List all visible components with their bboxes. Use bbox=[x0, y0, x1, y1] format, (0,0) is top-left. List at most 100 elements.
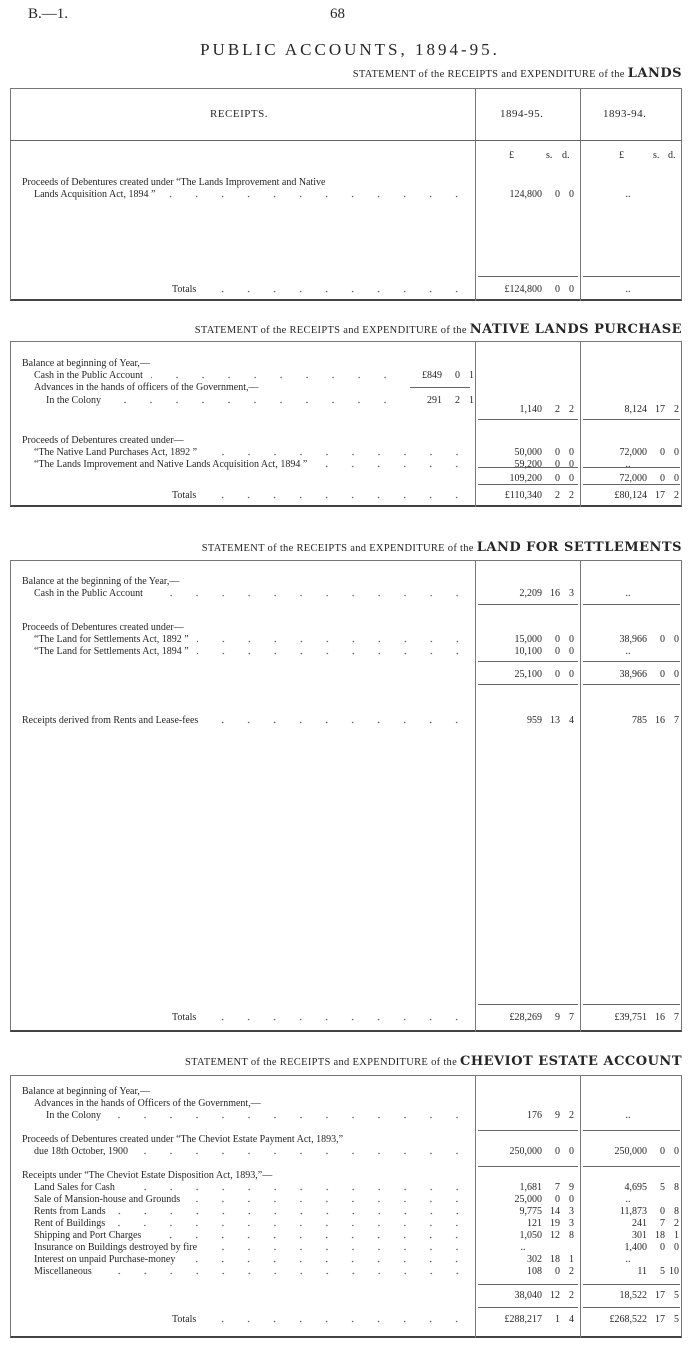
row-label: due 18th October, 1900 bbox=[34, 1146, 129, 1157]
pounds: £124,800 bbox=[504, 284, 543, 295]
pounds: 291 bbox=[427, 395, 442, 406]
statement-table bbox=[10, 560, 682, 1032]
table-row-label: Receipts under “The Cheviot Estate Dispo… bbox=[22, 1170, 470, 1181]
table-row-label: Proceeds of Debentures created under “Th… bbox=[22, 177, 470, 188]
amount-1894-95: 1,681 7 9 bbox=[472, 1182, 575, 1193]
table-row-label: Land Sales for Cash bbox=[34, 1182, 470, 1193]
row-label: “The Land for Settlements Act, 1894 ” bbox=[34, 646, 189, 657]
pounds: 15,000 bbox=[514, 634, 543, 645]
amount-1893-94: 8,124 17 2 bbox=[577, 404, 680, 415]
shillings: 18 bbox=[655, 1230, 665, 1241]
rule bbox=[478, 1130, 578, 1131]
pence: 3 bbox=[569, 1206, 574, 1217]
column-header-receipts: RECEIPTS. bbox=[210, 108, 268, 120]
row-label: Miscellaneous bbox=[34, 1266, 92, 1277]
shillings: 18 bbox=[550, 1254, 560, 1265]
pounds: £39,751 bbox=[614, 1012, 648, 1023]
pence: 8 bbox=[569, 1230, 574, 1241]
dot-leader bbox=[206, 721, 470, 724]
shillings: 7 bbox=[660, 1218, 665, 1229]
column-header-year1: 1894-95. bbox=[500, 108, 544, 120]
statement-title-bold: NATIVE LANDS PURCHASE bbox=[469, 322, 682, 337]
table-row-label: Rent of Buildings bbox=[34, 1218, 470, 1229]
pounds: 250,000 bbox=[614, 1146, 648, 1157]
column-divider bbox=[475, 341, 476, 507]
amount-1893-94: 72,000 0 0 bbox=[577, 473, 680, 484]
column-divider bbox=[475, 1075, 476, 1338]
pounds: 124,800 bbox=[509, 189, 543, 200]
statement-title: STATEMENT of the RECEIPTS and EXPENDITUR… bbox=[202, 540, 682, 555]
table-row-label: Balance at beginning of Year,— bbox=[22, 358, 470, 369]
table-row-label: Cash in the Public Account bbox=[34, 588, 470, 599]
pounds: 9,775 bbox=[519, 1206, 543, 1217]
pounds: 176 bbox=[527, 1110, 542, 1121]
dot-leader bbox=[122, 1188, 470, 1191]
pounds: £80,124 bbox=[614, 490, 648, 501]
table-row-label: Balance at the beginning of the Year,— bbox=[22, 576, 470, 587]
amount-1893-94: 241 7 2 bbox=[577, 1218, 679, 1229]
table-row-label: Receipts derived from Rents and Lease-fe… bbox=[22, 715, 470, 726]
pence: 0 bbox=[674, 669, 679, 680]
rule bbox=[478, 1307, 578, 1308]
shillings: 0 bbox=[555, 1146, 560, 1157]
amount-1894-95: £124,800 0 0 bbox=[472, 284, 575, 295]
table-row-label: Proceeds of Debentures created under “Th… bbox=[22, 1134, 470, 1145]
table-row-label: Totals bbox=[172, 1314, 470, 1325]
table-row-label: Insurance on Buildings destroyed by fire bbox=[34, 1242, 470, 1253]
pounds: 785 bbox=[632, 715, 647, 726]
dot-leader bbox=[196, 640, 470, 643]
row-label: Proceeds of Debentures created under— bbox=[22, 622, 184, 633]
rule bbox=[583, 276, 680, 277]
dot-leader bbox=[205, 1248, 470, 1251]
row-label: Balance at beginning of Year,— bbox=[22, 1086, 150, 1097]
pence: 0 bbox=[569, 459, 574, 470]
rule bbox=[478, 1166, 578, 1167]
pence: 10 bbox=[669, 1266, 679, 1277]
amount-1894-95: 25,000 0 0 bbox=[472, 1194, 575, 1205]
table-row-label: Rents from Lands bbox=[34, 1206, 470, 1217]
pence: 2 bbox=[569, 1266, 574, 1277]
pounds: 10,100 bbox=[514, 646, 543, 657]
pence: 3 bbox=[569, 588, 574, 599]
table-row-label: Interest on unpaid Purchase-money bbox=[34, 1254, 470, 1265]
amount-1894-95: 1,140 2 2 bbox=[472, 404, 575, 415]
shillings: 0 bbox=[660, 447, 665, 458]
sub-amount: £849 0 1 bbox=[372, 370, 474, 381]
pence: 0 bbox=[569, 473, 574, 484]
pence: 0 bbox=[569, 284, 574, 295]
pounds: 2,209 bbox=[519, 588, 543, 599]
row-label: Rent of Buildings bbox=[34, 1218, 106, 1229]
pence: 0 bbox=[569, 447, 574, 458]
column-divider bbox=[580, 341, 581, 507]
pence: 0 bbox=[569, 189, 574, 200]
table-row-label: Totals bbox=[172, 1012, 470, 1023]
pounds: 241 bbox=[632, 1218, 647, 1229]
shillings: 0 bbox=[555, 669, 560, 680]
amount-1893-94: 72,000 0 0 bbox=[577, 447, 680, 458]
amount-1893-94: £39,751 16 7 bbox=[577, 1012, 680, 1023]
amount-1894-95: 121 19 3 bbox=[472, 1218, 574, 1229]
statement-table bbox=[10, 1075, 682, 1338]
row-label: Proceeds of Debentures created under “Th… bbox=[22, 177, 326, 188]
amount-1893-94: 38,966 0 0 bbox=[577, 634, 680, 645]
shillings: 0 bbox=[555, 447, 560, 458]
shillings: 2 bbox=[555, 404, 560, 415]
table-row-label: due 18th October, 1900 bbox=[34, 1146, 470, 1157]
dot-leader bbox=[315, 465, 470, 468]
table-row-label: Advances in the hands of Officers of the… bbox=[34, 1098, 470, 1109]
pence: 4 bbox=[569, 1314, 574, 1325]
row-label: Advances in the hands of Officers of the… bbox=[34, 1098, 261, 1109]
pounds: £849 bbox=[422, 370, 442, 381]
pounds: 38,040 bbox=[514, 1290, 543, 1301]
amount-1893-94: 11 5 10 bbox=[577, 1266, 679, 1277]
shillings: 0 bbox=[555, 634, 560, 645]
table-row-label: Lands Acquisition Act, 1894 ” bbox=[34, 189, 470, 200]
amount-1893-94: .. bbox=[625, 1194, 631, 1205]
rule bbox=[478, 1284, 578, 1285]
amount-1893-94: .. bbox=[625, 284, 631, 295]
statement-title-bold: LANDS bbox=[627, 66, 682, 81]
pence: 8 bbox=[674, 1206, 679, 1217]
pounds: 38,966 bbox=[619, 634, 648, 645]
statement-title-prefix: STATEMENT of the RECEIPTS and EXPENDITUR… bbox=[185, 1057, 458, 1068]
dot-leader bbox=[196, 652, 470, 655]
